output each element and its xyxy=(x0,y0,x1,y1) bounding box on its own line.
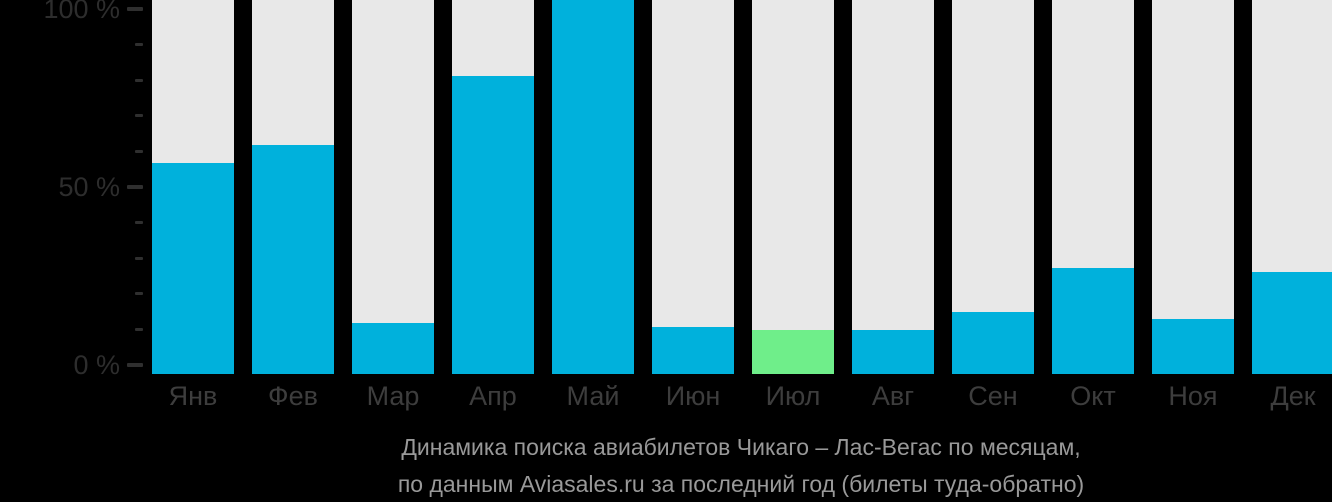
chart-title: Динамика поиска авиабилетов Чикаго – Лас… xyxy=(401,434,1081,460)
x-axis-label-Сен: Сен xyxy=(968,381,1018,411)
chart-column-Июн[interactable] xyxy=(652,0,734,374)
x-axis-label-Июн: Июн xyxy=(665,381,721,411)
x-axis-label-Дек: Дек xyxy=(1270,381,1316,411)
bar-Май[interactable] xyxy=(552,0,634,374)
bar-Июн[interactable] xyxy=(652,327,734,374)
chart-column-Авг[interactable] xyxy=(852,0,934,374)
x-axis-label-Авг: Авг xyxy=(871,381,915,411)
y-axis-tick xyxy=(127,185,143,189)
y-axis-tick xyxy=(135,292,143,296)
chart-column-Дек[interactable] xyxy=(1252,0,1332,374)
chart-columns xyxy=(152,0,1332,374)
bar-Дек[interactable] xyxy=(1252,272,1332,374)
bar-Ноя[interactable] xyxy=(1152,319,1234,374)
chart-subtitle: по данным Aviasales.ru за последний год … xyxy=(397,471,1085,497)
x-axis: Янв Фев Мар Апр Май Июн Июл Авг Сен Окт Ноя Дек xyxy=(152,381,1332,411)
y-axis-tick xyxy=(127,363,143,367)
y-axis-tick xyxy=(135,221,143,225)
y-axis-tick xyxy=(135,78,143,82)
bar-Янв[interactable] xyxy=(152,163,234,374)
y-axis-tick xyxy=(127,7,143,11)
x-axis-label-Ноя: Ноя xyxy=(1168,381,1218,411)
chart-caption: Динамика поиска авиабилетов Чикаго – Лас… xyxy=(150,429,1332,502)
y-axis-tick xyxy=(135,114,143,118)
chart-column-Янв[interactable] xyxy=(152,0,234,374)
x-axis-label-Июл: Июл xyxy=(765,381,821,411)
bar-Фев[interactable] xyxy=(252,145,334,374)
x-axis-label-Мар: Мар xyxy=(366,381,420,411)
x-axis-label-Апр: Апр xyxy=(469,381,517,411)
chart-column-Ноя[interactable] xyxy=(1152,0,1234,374)
chart-column-Окт[interactable] xyxy=(1052,0,1134,374)
x-axis-label-Фев: Фев xyxy=(268,381,318,411)
bar-Июл[interactable] xyxy=(752,330,834,374)
chart-column-Май[interactable] xyxy=(552,0,634,374)
x-axis-label-Окт: Окт xyxy=(1070,381,1116,411)
y-axis-tick xyxy=(135,327,143,331)
chart-column-Сен[interactable] xyxy=(952,0,1034,374)
bar-Сен[interactable] xyxy=(952,312,1034,374)
y-axis-tick xyxy=(135,149,143,153)
chart-column-Июл[interactable] xyxy=(752,0,834,374)
y-axis-label: 50 % xyxy=(58,172,120,202)
chart-column-Апр[interactable] xyxy=(452,0,534,374)
bar-Апр[interactable] xyxy=(452,76,534,374)
y-axis-tick xyxy=(135,256,143,260)
bar-chart: 100 % 50 % 0 % xyxy=(0,0,1332,380)
x-axis-label-Янв: Янв xyxy=(168,381,218,411)
y-axis: 100 % 50 % 0 % xyxy=(0,0,152,380)
bar-Окт[interactable] xyxy=(1052,268,1134,374)
y-axis-label: 100 % xyxy=(43,0,120,24)
chart-column-Мар[interactable] xyxy=(352,0,434,374)
y-axis-tick xyxy=(135,43,143,47)
y-axis-label: 0 % xyxy=(73,350,120,380)
x-axis-label-Май: Май xyxy=(566,381,620,411)
chart-column-Фев[interactable] xyxy=(252,0,334,374)
bar-Мар[interactable] xyxy=(352,323,434,374)
bar-Авг[interactable] xyxy=(852,330,934,374)
